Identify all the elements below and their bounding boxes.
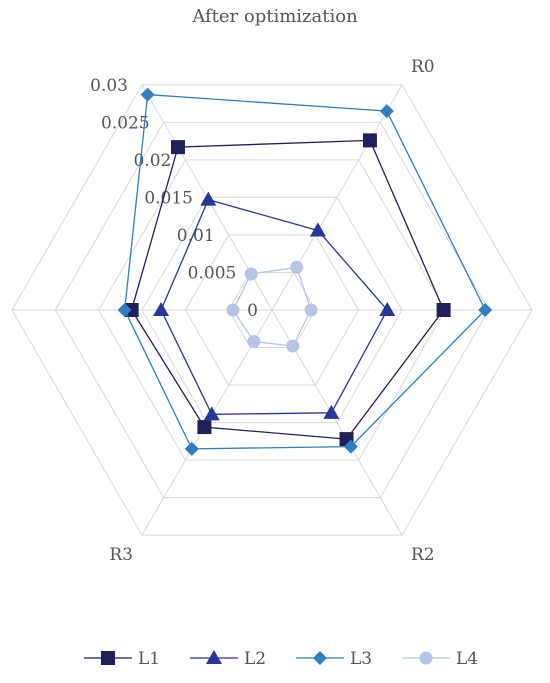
- tick-label-0: 0: [247, 301, 258, 321]
- legend-marker-l4: [419, 651, 433, 665]
- point-l4-r3: [247, 335, 261, 349]
- point-l4-r0: [290, 260, 304, 274]
- point-l2-r1: [379, 302, 396, 316]
- tick-label-6: 0.03: [90, 76, 128, 96]
- category-label-r3: R3: [109, 545, 133, 565]
- series-l3: [117, 87, 493, 456]
- series-l4: [226, 260, 318, 353]
- legend-item-l2: L2: [190, 649, 266, 669]
- tick-label-1: 0.005: [188, 263, 237, 283]
- tick-label-4: 0.02: [133, 151, 171, 171]
- point-l4-r4: [226, 303, 240, 317]
- point-l2-r4: [153, 302, 170, 316]
- category-label-r2: R2: [411, 545, 435, 565]
- point-l3-r2: [343, 439, 358, 454]
- tick-label-2: 0.01: [177, 226, 215, 246]
- radar-grid: [11, 84, 533, 536]
- legend-label-l3: L3: [350, 649, 372, 669]
- legend: L1 L2 L3 L4: [84, 649, 478, 669]
- point-l3-r5: [140, 87, 155, 102]
- category-label-r0: R0: [411, 57, 435, 77]
- legend-marker-l1: [101, 651, 115, 665]
- legend-item-l3: L3: [296, 649, 372, 669]
- radial-tick-labels: 0 0.005 0.01 0.015 0.02 0.025 0.03: [90, 76, 258, 321]
- point-l4-r1: [304, 303, 318, 317]
- legend-label-l2: L2: [244, 649, 266, 669]
- tick-label-5: 0.025: [101, 113, 150, 133]
- point-l1-r0: [362, 133, 377, 148]
- point-l4-r2: [286, 339, 300, 353]
- point-l3-r3: [184, 441, 199, 456]
- legend-marker-l3: [313, 651, 327, 665]
- legend-label-l4: L4: [456, 649, 478, 669]
- tick-label-3: 0.015: [144, 188, 193, 208]
- point-l2-r2: [323, 404, 340, 419]
- point-l2-r0: [309, 222, 326, 237]
- point-l2-r5: [200, 191, 217, 206]
- series-l2: [153, 191, 396, 421]
- point-l4-r5: [244, 267, 258, 281]
- legend-item-l1: L1: [84, 649, 160, 669]
- point-l3-r0: [379, 104, 394, 119]
- point-l1-r1: [436, 303, 451, 317]
- point-l3-r4: [117, 303, 132, 317]
- series-layer: [117, 87, 493, 456]
- legend-label-l1: L1: [138, 649, 160, 669]
- point-l2-r3: [203, 406, 220, 421]
- legend-item-l4: L4: [402, 649, 478, 669]
- series-line-l4: [232, 266, 312, 347]
- point-l3-r1: [478, 303, 493, 317]
- chart-title: After optimization: [191, 6, 358, 27]
- legend-marker-l2: [206, 650, 222, 664]
- point-l1-r3: [197, 420, 212, 435]
- category-labels: R0R1R2R3R4: [109, 57, 435, 565]
- point-l1-r5: [170, 140, 185, 155]
